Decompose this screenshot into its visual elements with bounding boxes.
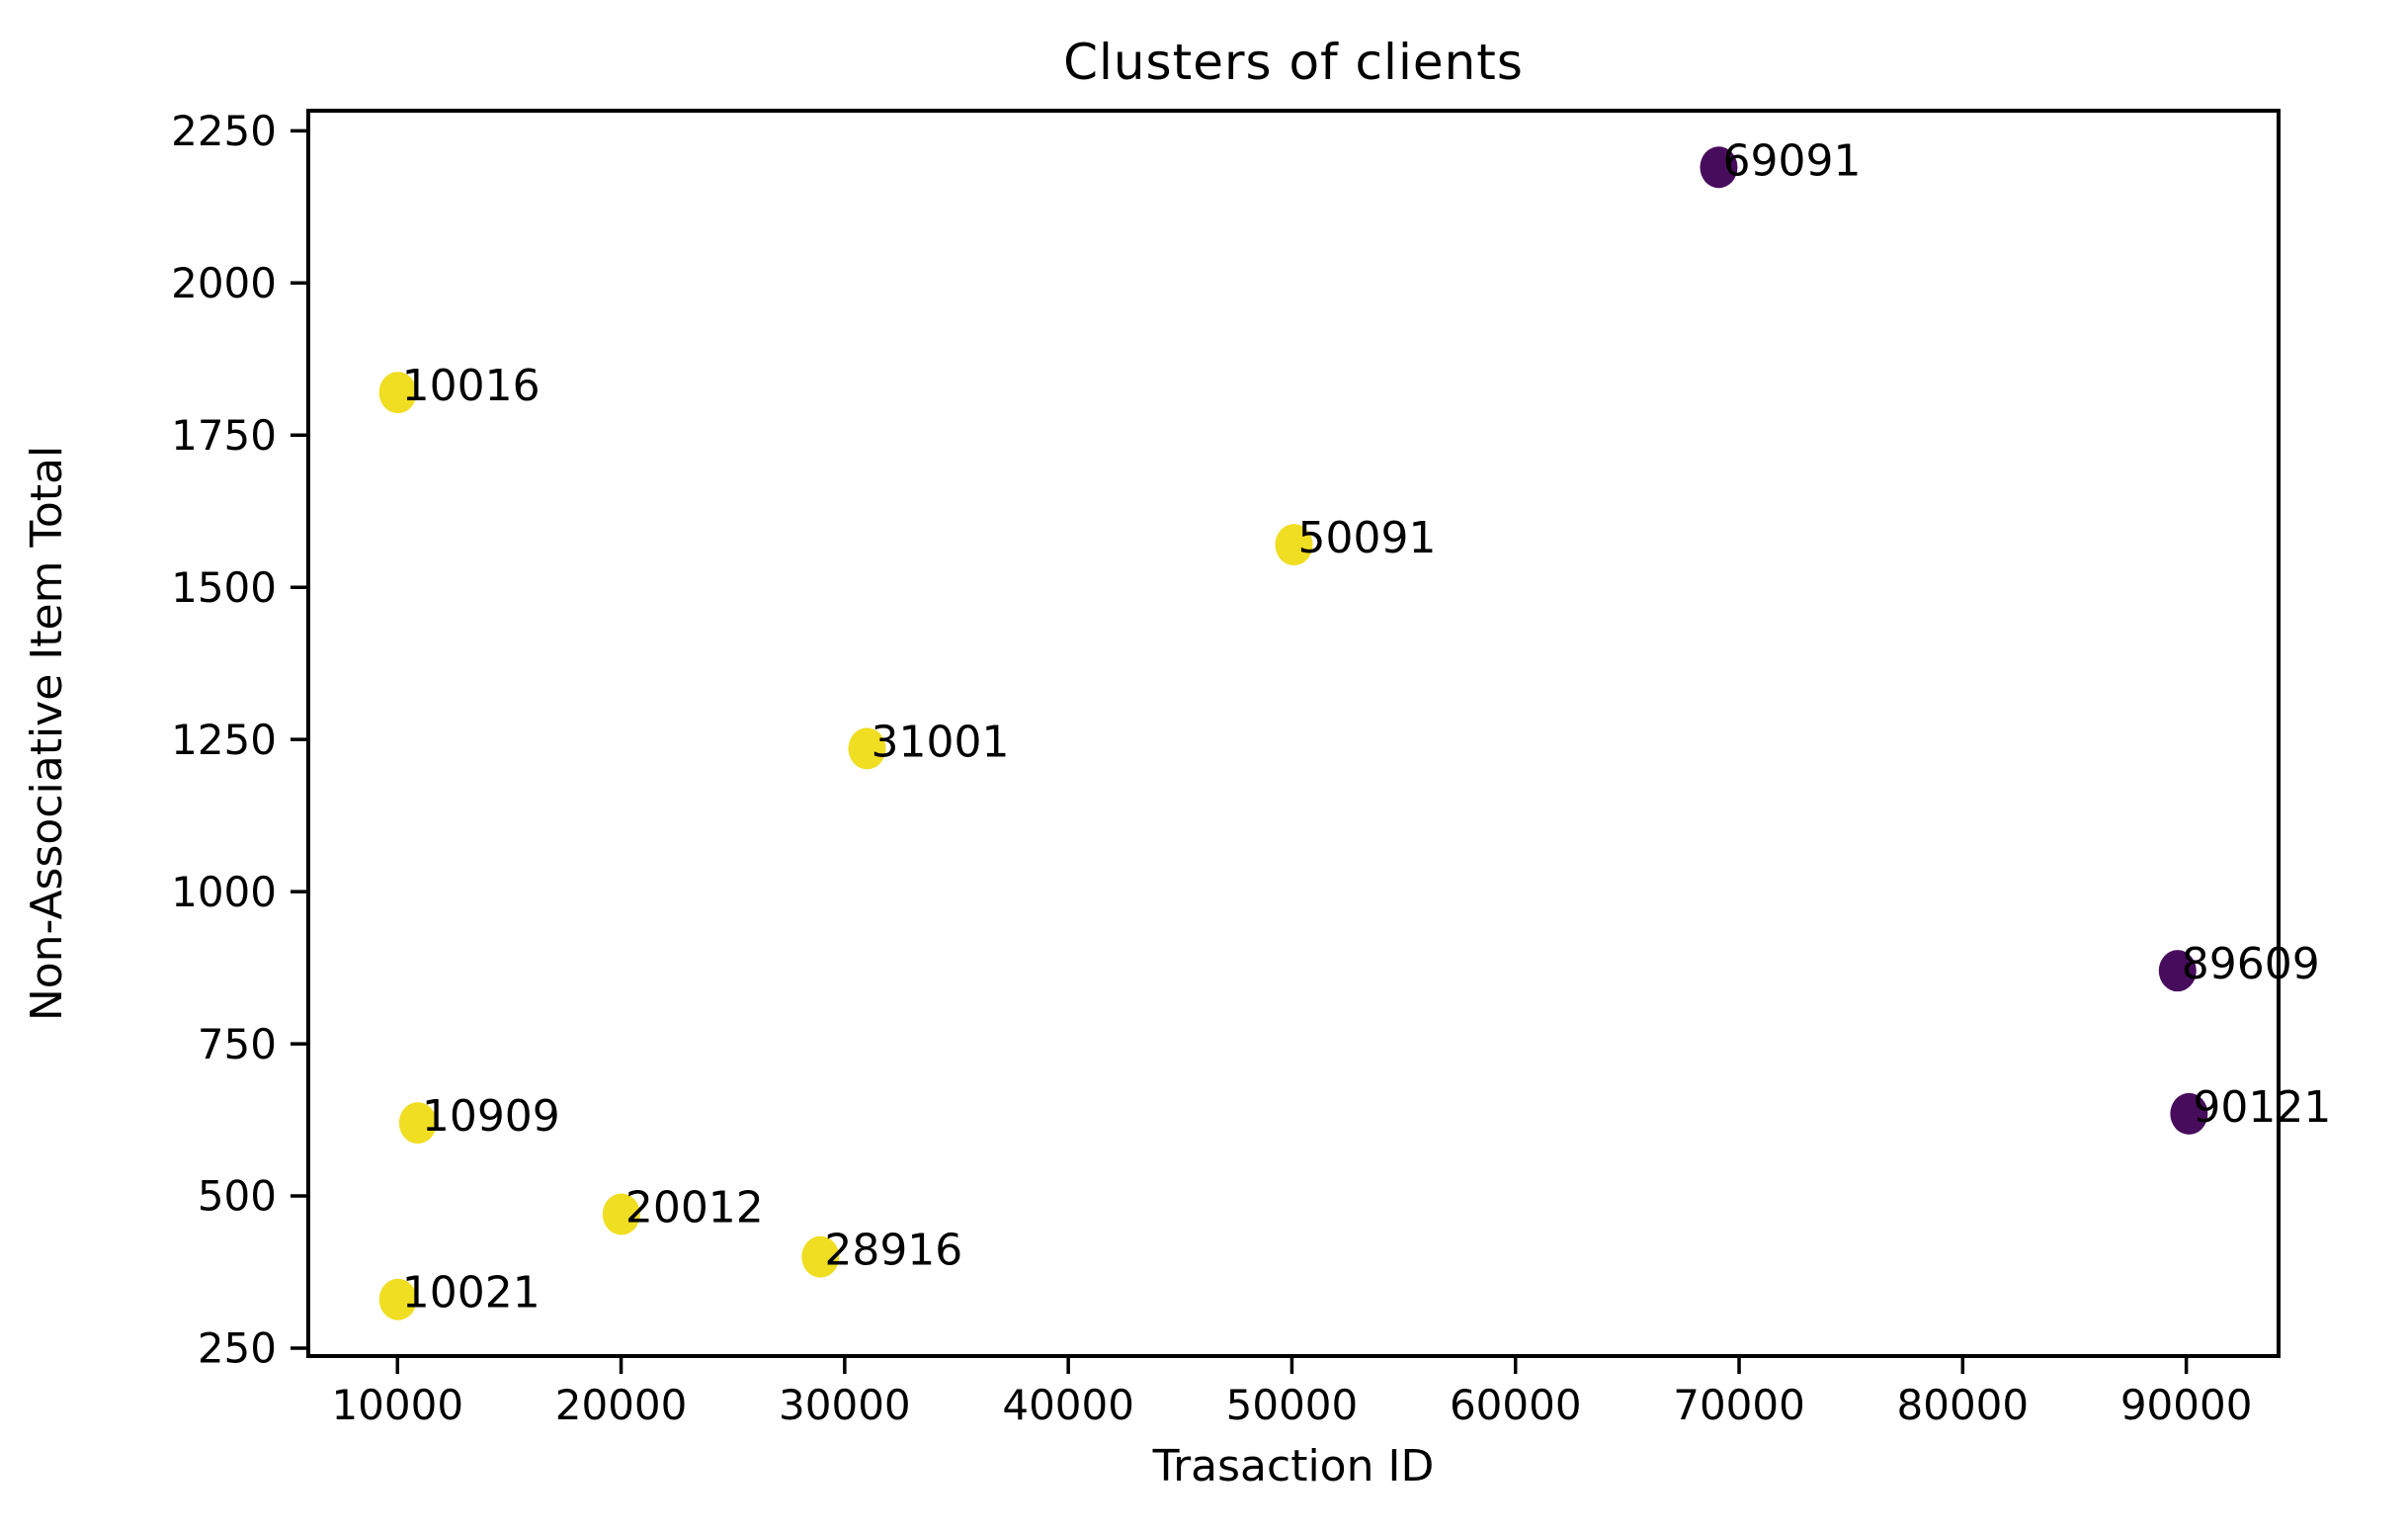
x-tick-label: 20000 (555, 1381, 688, 1429)
scatter-points (378, 146, 2208, 1320)
scatter-point (378, 1278, 417, 1320)
scatter-point (1275, 524, 1313, 566)
scatter-point (848, 727, 886, 770)
x-tick-label: 50000 (1226, 1381, 1359, 1429)
point-label: 69091 (1722, 135, 1861, 186)
y-tick-label: 500 (198, 1172, 277, 1221)
x-tick-label: 10000 (331, 1381, 463, 1429)
point-label: 90121 (2193, 1082, 2331, 1133)
y-tick-label: 250 (198, 1324, 277, 1373)
scatter-point (2158, 950, 2197, 992)
x-axis-label: Trasaction ID (1152, 1441, 1435, 1491)
x-tick-label: 80000 (1897, 1381, 2030, 1429)
axes-spine (306, 109, 2281, 1358)
y-tick-label: 750 (198, 1020, 277, 1068)
y-tick-label: 2250 (171, 107, 277, 155)
y-tick-label: 1500 (171, 563, 277, 612)
point-label: 31001 (872, 717, 1010, 767)
axes-ticks (291, 128, 2189, 1374)
y-tick-label: 1000 (171, 868, 277, 916)
x-tick-label: 30000 (779, 1381, 911, 1429)
scatter-point (1700, 146, 1738, 189)
point-label: 10021 (402, 1268, 540, 1319)
point-label: 28916 (824, 1226, 962, 1276)
x-tick-label: 90000 (2120, 1381, 2253, 1429)
y-axis-label: Non-Associative Item Total (22, 446, 72, 1021)
scatter-point (398, 1102, 437, 1145)
point-label: 10016 (402, 361, 540, 411)
scatter-point-labels: 10016 10021 10909 20012 28916 31001 50091 69091… (402, 135, 2332, 1318)
x-tick-label: 70000 (1673, 1381, 1805, 1429)
x-tick-label: 60000 (1450, 1381, 1582, 1429)
scatter-point (2170, 1092, 2208, 1135)
scatter-point (602, 1193, 640, 1235)
point-label: 20012 (625, 1183, 764, 1234)
scatter-point (378, 372, 417, 414)
axes-tick-labels: 10000 20000 30000 40000 50000 60000 70000 80000… (171, 107, 2252, 1429)
axes-spines (306, 109, 2281, 1358)
point-label: 10909 (422, 1091, 560, 1142)
x-tick-label: 40000 (1002, 1381, 1134, 1429)
y-tick-label: 2000 (171, 259, 277, 307)
point-label: 50091 (1298, 513, 1437, 563)
scatter-point (801, 1235, 840, 1278)
y-tick-label: 1250 (171, 716, 277, 764)
y-tick-label: 1750 (171, 411, 277, 460)
point-label: 89609 (2182, 939, 2320, 989)
chart-title: Clusters of clients (1063, 34, 1524, 91)
